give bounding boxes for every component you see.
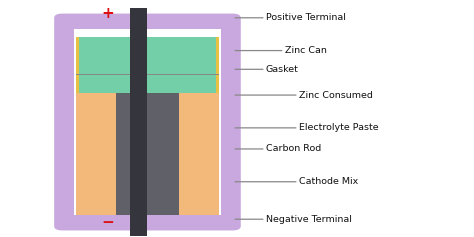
- Bar: [76, 36, 219, 93]
- Text: Cathode Mix: Cathode Mix: [235, 177, 358, 186]
- Bar: [96, 91, 117, 214]
- Bar: [216, 36, 219, 93]
- Text: Carbon Rod: Carbon Rod: [235, 144, 321, 153]
- Bar: [74, 29, 220, 214]
- FancyBboxPatch shape: [54, 14, 241, 230]
- Bar: [76, 74, 219, 75]
- Text: Positive Terminal: Positive Terminal: [235, 13, 346, 22]
- Text: −: −: [101, 215, 114, 230]
- Text: Zinc Can: Zinc Can: [235, 46, 327, 55]
- Bar: [179, 91, 199, 214]
- Text: Electrolyte Paste: Electrolyte Paste: [235, 123, 378, 132]
- Bar: [96, 91, 199, 214]
- Text: Zinc Consumed: Zinc Consumed: [235, 91, 373, 100]
- Text: Gasket: Gasket: [235, 65, 299, 74]
- Bar: [76, 36, 79, 93]
- Text: Negative Terminal: Negative Terminal: [235, 215, 352, 224]
- Text: +: +: [101, 6, 114, 21]
- Bar: [129, 9, 147, 236]
- Bar: [76, 91, 219, 214]
